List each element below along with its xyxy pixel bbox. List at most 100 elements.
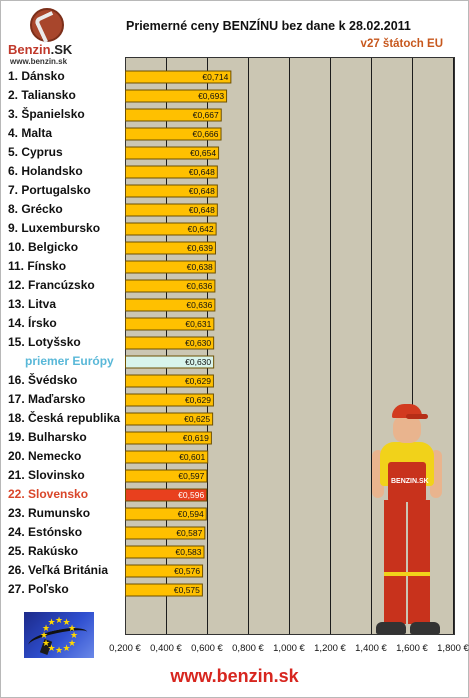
bar-value-label: €0,642	[188, 224, 214, 234]
bar-value-label: €0,625	[184, 414, 210, 424]
chart-subtitle: v27 štátoch EU	[360, 38, 443, 50]
country-label: 27. Poľsko	[8, 582, 69, 596]
bar	[125, 146, 220, 160]
bar	[125, 222, 217, 236]
bar-value-label: €0,693	[198, 91, 224, 101]
bar-europe-average	[125, 355, 215, 369]
country-label: 3. Španielsko	[8, 107, 85, 121]
bar-value-label: €0,648	[189, 186, 215, 196]
bar-value-label: €0,576	[174, 566, 200, 576]
bar	[125, 374, 214, 388]
bar-value-label: €0,583	[176, 547, 202, 557]
gas-attendant-mascot: BENZIN.SK	[368, 400, 448, 638]
bar	[125, 241, 216, 255]
bar-value-label: €0,587	[176, 528, 202, 538]
country-label-slovakia: 22. Slovensko	[8, 487, 89, 501]
x-tick-label: 0,200 €	[109, 643, 141, 654]
country-label: 24. Estónsko	[8, 525, 83, 539]
eu-star-icon: ★	[62, 642, 71, 653]
bar-value-label: €0,666	[193, 129, 219, 139]
eu-star-icon: ★	[62, 617, 71, 627]
eu-star-icon: ★	[42, 637, 51, 648]
eu-star-icon: ★	[55, 615, 64, 625]
bar	[125, 507, 207, 521]
bar-value-label: €0,575	[174, 585, 200, 595]
country-label: 2. Taliansko	[8, 88, 76, 102]
bar-value-label: €0,639	[187, 243, 213, 253]
bar-value-label: €0,601	[179, 452, 205, 462]
country-label: 8. Grécko	[8, 202, 63, 216]
eu-star-icon: ★	[40, 630, 49, 640]
x-tick-label: 0,400 €	[150, 643, 182, 654]
country-label: 15. Lotyšsko	[8, 335, 81, 349]
country-label: 7. Portugalsko	[8, 183, 91, 197]
eu-flag-icon: ★ ★ ★ ★ ★ ★ ★ ★ ★ ★ ★ ★	[24, 612, 94, 658]
bar	[125, 412, 214, 426]
bar-value-label: €0,714	[202, 72, 228, 82]
bar	[125, 317, 215, 331]
bar-value-label: €0,648	[189, 205, 215, 215]
x-tick-label: 1,600 €	[396, 643, 428, 654]
bar-value-label: €0,630	[185, 357, 211, 367]
logo-suffix: .SK	[50, 42, 73, 57]
bar	[125, 127, 222, 141]
bar-value-label: €0,596	[178, 490, 204, 500]
europe-average-label: priemer Európy	[25, 354, 114, 368]
country-label: 13. Litva	[8, 297, 57, 311]
bar-value-label: €0,594	[178, 509, 204, 519]
bar-value-label: €0,667	[193, 110, 219, 120]
bar-value-label: €0,619	[183, 433, 209, 443]
bar	[125, 184, 218, 198]
bar	[125, 108, 222, 122]
country-label: 19. Bulharsko	[8, 430, 87, 444]
footer-url: www.benzin.sk	[170, 666, 299, 686]
x-tick-label: 1,000 €	[273, 643, 305, 654]
mascot-badge: BENZIN.SK	[391, 478, 429, 485]
country-label: 12. Francúzsko	[8, 278, 95, 292]
country-label: 26. Veľká Británia	[8, 563, 109, 577]
bar	[125, 70, 232, 84]
bar	[125, 89, 228, 103]
bar	[125, 545, 205, 559]
country-label: 1. Dánsko	[8, 69, 65, 83]
fuel-nozzle-icon	[30, 8, 64, 42]
country-label: 20. Nemecko	[8, 449, 82, 463]
bar	[125, 469, 208, 483]
eu-star-icon: ★	[42, 622, 51, 633]
bar	[125, 165, 218, 179]
bar	[125, 260, 216, 274]
country-label: 14. Írsko	[8, 316, 57, 330]
bar-value-label: €0,629	[185, 395, 211, 405]
bar	[125, 431, 212, 445]
bar	[125, 298, 216, 312]
bar	[125, 336, 215, 350]
country-label: 25. Rakúsko	[8, 544, 79, 558]
bar	[125, 203, 218, 217]
logo-url: www.benzin.sk	[10, 57, 68, 66]
bar-value-label: €0,636	[186, 300, 212, 310]
eu-star-icon: ★	[67, 622, 77, 633]
bar	[125, 393, 214, 407]
chart-title: Priemerné ceny BENZÍNU bez dane k 28.02.…	[126, 19, 411, 33]
bar	[125, 583, 203, 597]
country-label: 21. Slovinsko	[8, 468, 85, 482]
country-label: 10. Belgicko	[8, 240, 79, 254]
bar-value-label: €0,638	[187, 262, 213, 272]
bar-value-label: €0,629	[185, 376, 211, 386]
country-label: 11. Fínsko	[8, 259, 67, 273]
bar	[125, 450, 209, 464]
x-tick-label: 0,800 €	[232, 643, 264, 654]
bar	[125, 526, 206, 540]
eu-star-icon: ★	[55, 645, 64, 655]
eu-star-icon: ★	[47, 642, 56, 653]
country-label: 5. Cyprus	[8, 145, 63, 159]
country-label: 6. Holandsko	[8, 164, 83, 178]
x-tick-label: 1,800 €	[437, 643, 469, 654]
x-tick-label: 1,200 €	[314, 643, 346, 654]
country-label: 18. Česká republika	[8, 411, 121, 425]
eu-star-icon: ★	[47, 617, 56, 627]
benzin-logo: Benzin.SK www.benzin.sk	[8, 8, 88, 66]
country-label: 23. Rumunsko	[8, 506, 91, 520]
country-label: 16. Švédsko	[8, 373, 78, 387]
bar-value-label: €0,654	[190, 148, 216, 158]
